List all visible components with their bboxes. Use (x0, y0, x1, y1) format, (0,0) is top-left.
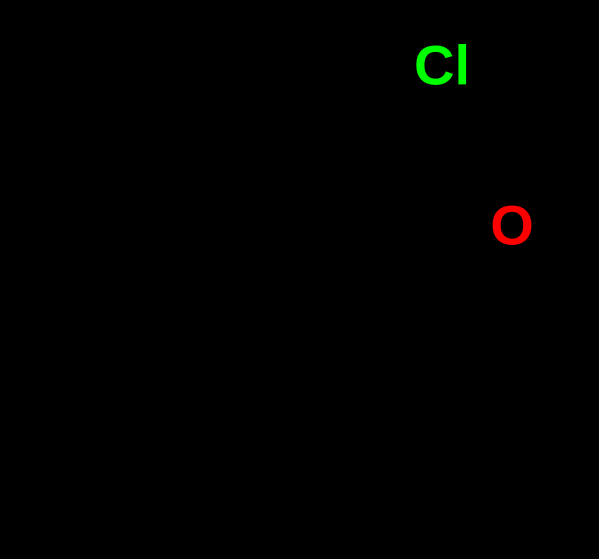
atom-label-o: O (490, 194, 534, 257)
molecule-canvas: O Cl (0, 0, 599, 559)
atom-label-cl: Cl (414, 34, 470, 97)
